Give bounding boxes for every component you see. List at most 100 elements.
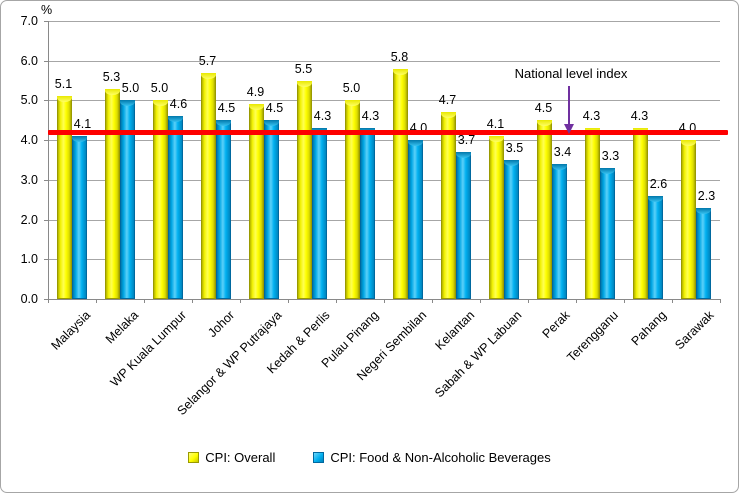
national-level-index-annotation: National level index — [514, 66, 628, 81]
legend-swatch-overall — [188, 452, 200, 463]
category-label-9: Sabah & WP Labuan — [432, 308, 525, 401]
y-axis-tick-label: 5.0 — [20, 93, 38, 108]
y-axis-line — [48, 21, 49, 303]
y-axis-tick — [44, 60, 48, 62]
y-axis-tick-label: 4.0 — [20, 133, 38, 148]
bar-overall-3 — [201, 72, 216, 299]
y-axis-tick — [44, 100, 48, 102]
x-axis-tick — [672, 299, 673, 303]
gridline — [48, 259, 720, 261]
x-axis-tick — [576, 299, 577, 303]
y-axis-tick-label: 7.0 — [20, 14, 38, 28]
category-label-0: Malaysia — [48, 308, 93, 353]
annotation-arrow-head-icon — [564, 124, 574, 134]
bar-value-food-4: 4.5 — [265, 101, 284, 116]
bar-value-overall-9: 4.1 — [486, 117, 505, 132]
bar-value-food-1: 5.0 — [121, 81, 140, 96]
x-axis-tick — [432, 299, 433, 303]
y-axis-tick-label: 6.0 — [20, 53, 38, 68]
bar-food-0 — [72, 136, 87, 299]
bar-value-overall-8: 4.7 — [438, 93, 457, 108]
bar-food-10 — [552, 163, 567, 299]
y-axis-tick-label: 3.0 — [20, 172, 38, 187]
legend-label-overall: CPI: Overall — [205, 450, 276, 465]
legend-swatch-food — [313, 452, 325, 463]
bar-overall-9 — [489, 136, 504, 299]
y-axis-unit-label: % — [41, 3, 53, 17]
bar-value-food-12: 2.6 — [649, 176, 668, 191]
bar-food-6 — [360, 128, 375, 299]
bar-overall-7 — [393, 68, 408, 299]
bar-overall-2 — [153, 100, 168, 299]
bar-value-food-2: 4.6 — [169, 97, 188, 112]
bar-food-3 — [216, 120, 231, 299]
bar-value-food-5: 4.3 — [313, 109, 332, 124]
y-axis-tick — [44, 299, 48, 300]
x-axis-tick — [48, 299, 49, 303]
bar-value-food-9: 3.5 — [505, 141, 524, 155]
bar-food-7 — [408, 140, 423, 299]
legend-item-cpi-food: CPI: Food & Non-Alcoholic Beverages — [313, 450, 551, 465]
bar-food-9 — [504, 160, 519, 299]
bar-value-food-0: 4.1 — [73, 117, 92, 132]
bar-value-overall-10: 4.5 — [534, 101, 553, 116]
bar-value-overall-11: 4.3 — [582, 109, 601, 124]
gridline — [48, 100, 720, 102]
x-axis-tick — [384, 299, 385, 303]
bar-value-overall-2: 5.0 — [150, 81, 169, 96]
bar-value-overall-6: 5.0 — [342, 81, 361, 96]
bar-overall-0 — [57, 96, 72, 299]
y-axis-tick — [44, 179, 48, 181]
gridline — [48, 179, 720, 181]
bar-overall-10 — [537, 120, 552, 299]
annotation-arrow-shaft — [568, 86, 570, 124]
national-level-reference-line — [48, 130, 728, 136]
bar-food-12 — [648, 195, 663, 299]
x-axis-tick — [240, 299, 241, 303]
gridline — [48, 140, 720, 142]
bar-food-2 — [168, 116, 183, 299]
bar-value-overall-5: 5.5 — [294, 61, 313, 76]
bar-value-food-6: 4.3 — [361, 109, 380, 124]
bar-overall-1 — [105, 88, 120, 299]
bar-overall-4 — [249, 104, 264, 299]
bar-overall-5 — [297, 80, 312, 299]
bar-food-8 — [456, 152, 471, 299]
y-axis-tick — [44, 259, 48, 261]
gridline — [48, 219, 720, 221]
bar-value-overall-1: 5.3 — [102, 69, 121, 84]
gridline — [48, 60, 720, 62]
y-axis-tick — [44, 140, 48, 142]
x-axis-tick — [720, 299, 721, 303]
gridline — [48, 21, 720, 22]
legend-item-cpi-overall: CPI: Overall — [188, 450, 275, 465]
x-axis-tick — [624, 299, 625, 303]
x-axis-tick — [336, 299, 337, 303]
x-axis-tick — [96, 299, 97, 303]
x-axis-tick — [528, 299, 529, 303]
y-axis-tick-label: 2.0 — [20, 212, 38, 227]
category-label-3: Johor — [204, 308, 237, 341]
bar-food-4 — [264, 120, 279, 299]
bar-value-food-10: 3.4 — [553, 144, 572, 159]
bar-value-food-3: 4.5 — [217, 101, 236, 116]
bar-overall-12 — [633, 128, 648, 299]
category-label-10: Perak — [539, 308, 573, 341]
x-axis-tick — [480, 299, 481, 303]
x-axis-tick — [192, 299, 193, 303]
bar-value-overall-3: 5.7 — [198, 53, 217, 68]
category-label-1: Melaka — [102, 308, 141, 347]
y-axis-tick — [44, 219, 48, 221]
bar-value-overall-4: 4.9 — [246, 85, 265, 100]
bar-food-1 — [120, 100, 135, 299]
legend: CPI: Overall CPI: Food & Non-Alcoholic B… — [1, 450, 738, 465]
x-axis-tick — [288, 299, 289, 303]
bar-value-food-11: 3.3 — [601, 148, 620, 163]
bar-food-11 — [600, 167, 615, 299]
category-label-12: Pahang — [628, 308, 669, 349]
x-axis-tick — [144, 299, 145, 303]
category-label-11: Terengganu — [564, 308, 621, 365]
bar-food-13 — [696, 207, 711, 299]
bar-overall-13 — [681, 140, 696, 299]
